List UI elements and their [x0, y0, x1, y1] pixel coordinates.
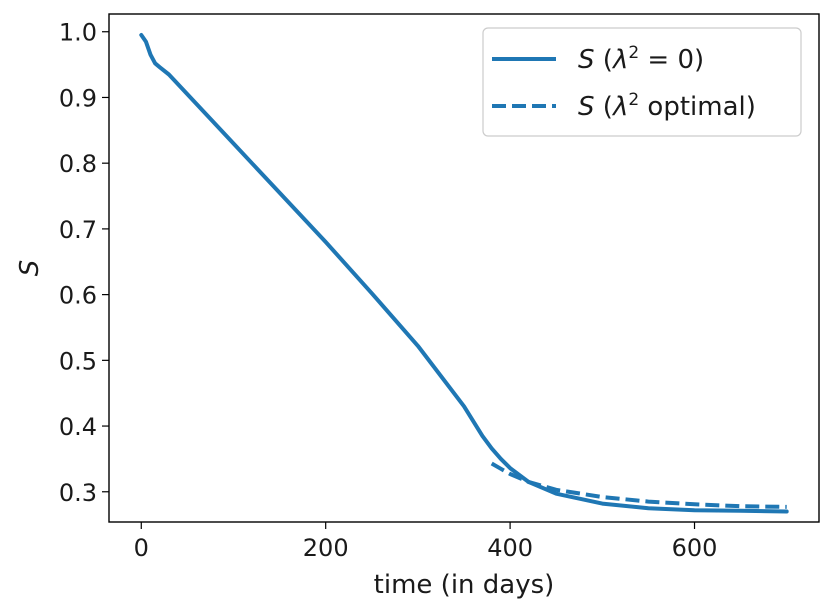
series-line-lambda-optimal — [490, 461, 787, 509]
y-tick-label: 0.4 — [59, 413, 97, 441]
legend: S (λ2 = 0) S (λ2 optimal) — [482, 27, 802, 137]
y-axis-ticks: 0.3 0.4 0.5 0.6 0.7 0.8 0.9 1.0 — [59, 19, 109, 507]
y-tick-label: 0.9 — [59, 84, 97, 112]
y-tick-label: 0.7 — [59, 216, 97, 244]
legend-box — [482, 27, 802, 137]
x-tick-label: 400 — [487, 534, 533, 562]
legend-label-dashed: S (λ2 optimal) — [578, 90, 756, 122]
legend-label-solid: S (λ2 = 0) — [578, 43, 704, 75]
x-axis-ticks: 0 200 400 600 — [134, 522, 718, 562]
x-tick-label: 0 — [134, 534, 149, 562]
y-tick-label: 1.0 — [59, 19, 97, 47]
x-tick-label: 600 — [672, 534, 718, 562]
x-axis-label: time (in days) — [374, 570, 555, 600]
series-layer — [139, 33, 789, 514]
y-tick-label: 0.6 — [59, 282, 97, 310]
y-tick-label: 0.5 — [59, 347, 97, 375]
y-tick-label: 0.3 — [59, 479, 97, 507]
y-axis-label: S — [15, 260, 45, 277]
x-tick-label: 200 — [303, 534, 349, 562]
y-tick-label: 0.8 — [59, 150, 97, 178]
series-line-lambda-zero — [139, 33, 789, 514]
plot-frame — [108, 13, 820, 523]
